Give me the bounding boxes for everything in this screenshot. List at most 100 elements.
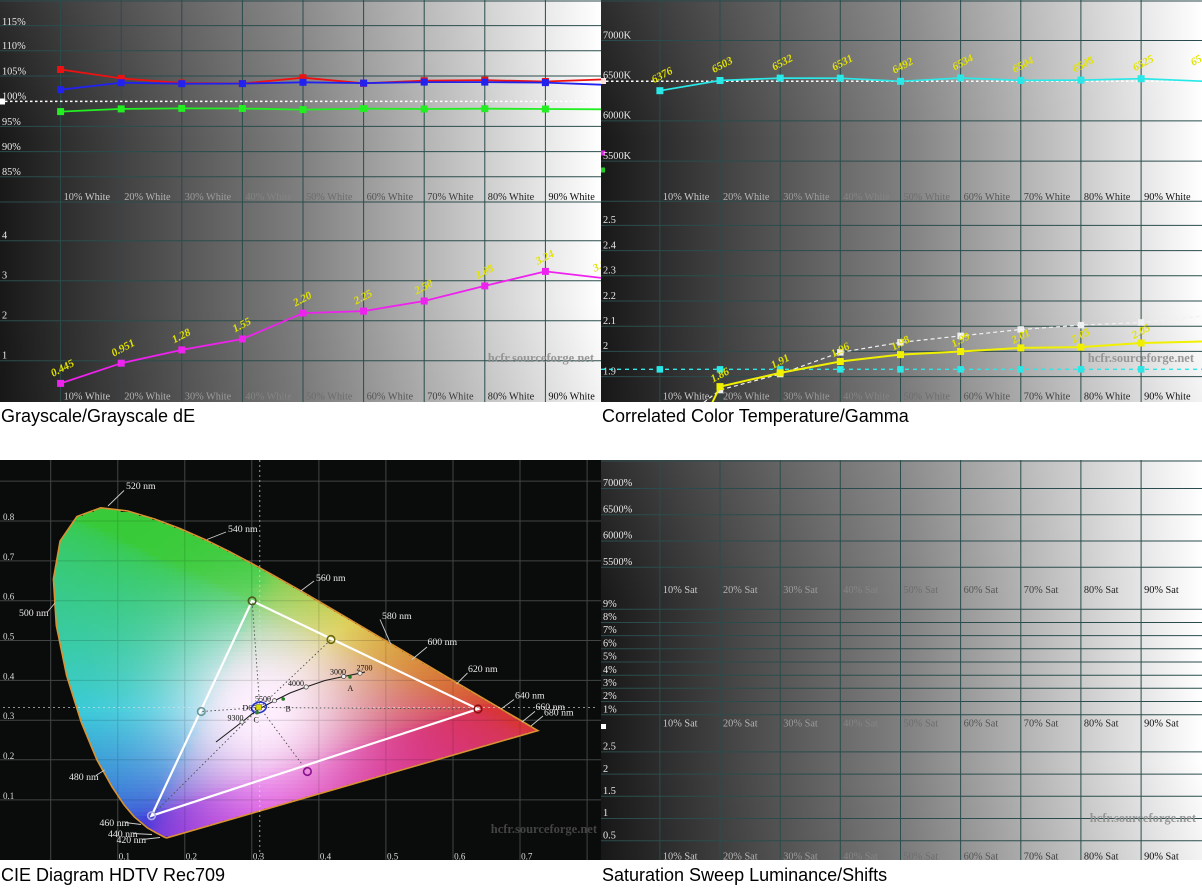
svg-text:10% Sat: 10% Sat [663, 719, 698, 730]
svg-text:3.0: 3.0 [590, 257, 601, 275]
svg-text:640 nm: 640 nm [515, 691, 545, 702]
svg-text:40% Sat: 40% Sat [843, 852, 878, 861]
svg-text:3: 3 [2, 271, 7, 282]
svg-text:4%: 4% [603, 665, 617, 676]
svg-text:1: 1 [2, 351, 7, 362]
svg-text:0.5: 0.5 [3, 632, 15, 642]
svg-text:0.5: 0.5 [603, 830, 616, 841]
svg-text:70% White: 70% White [427, 392, 474, 402]
svg-text:3000: 3000 [330, 668, 346, 677]
svg-text:50% White: 50% White [904, 192, 951, 203]
svg-text:9300: 9300 [228, 714, 244, 723]
svg-text:420 nm: 420 nm [117, 835, 147, 846]
svg-text:0.3: 0.3 [253, 852, 265, 861]
svg-text:440 nm: 440 nm [108, 829, 138, 840]
svg-text:40% White: 40% White [245, 192, 292, 203]
svg-text:2.1: 2.1 [603, 316, 616, 327]
svg-text:6000K: 6000K [603, 111, 632, 122]
svg-text:8%: 8% [603, 612, 617, 623]
svg-text:20% Sat: 20% Sat [723, 852, 758, 861]
svg-text:80% Sat: 80% Sat [1084, 719, 1119, 730]
svg-text:B: B [286, 705, 291, 714]
svg-text:0.2: 0.2 [3, 751, 14, 761]
svg-text:80% Sat: 80% Sat [1084, 852, 1119, 861]
svg-text:95%: 95% [2, 117, 21, 128]
svg-text:30% White: 30% White [185, 392, 232, 402]
svg-text:10% Sat: 10% Sat [663, 852, 698, 861]
svg-text:40% White: 40% White [843, 192, 890, 203]
svg-text:5500%: 5500% [603, 557, 633, 568]
svg-text:5500K: 5500K [603, 151, 632, 162]
svg-text:6500%: 6500% [603, 504, 633, 515]
svg-text:0.1: 0.1 [119, 852, 130, 861]
svg-text:80% White: 80% White [1084, 192, 1131, 203]
svg-text:50% Sat: 50% Sat [904, 719, 939, 730]
svg-text:85%: 85% [2, 167, 21, 178]
svg-text:D65: D65 [243, 704, 257, 713]
svg-text:2: 2 [603, 764, 608, 775]
svg-text:520 nm: 520 nm [126, 481, 156, 492]
svg-text:580 nm: 580 nm [382, 611, 412, 622]
svg-text:90% Sat: 90% Sat [1144, 719, 1179, 730]
svg-text:90% White: 90% White [548, 192, 595, 203]
svg-text:100%: 100% [2, 92, 26, 103]
svg-text:40% White: 40% White [245, 392, 292, 402]
svg-text:30% Sat: 30% Sat [783, 719, 818, 730]
svg-text:70% Sat: 70% Sat [1024, 852, 1059, 861]
svg-text:0.1: 0.1 [3, 791, 14, 801]
svg-text:70% Sat: 70% Sat [1024, 719, 1059, 730]
svg-text:0.7: 0.7 [521, 852, 533, 861]
svg-text:1%: 1% [603, 704, 617, 715]
svg-text:2%: 2% [603, 691, 617, 702]
svg-text:60% White: 60% White [367, 192, 414, 203]
svg-text:40% White: 40% White [843, 392, 890, 402]
svg-text:hcfr.sourceforge.net: hcfr.sourceforge.net [488, 351, 595, 365]
svg-text:hcfr.sourceforge.net: hcfr.sourceforge.net [1088, 351, 1195, 365]
svg-text:50% Sat: 50% Sat [904, 852, 939, 861]
svg-text:105%: 105% [2, 66, 26, 77]
svg-text:20% White: 20% White [124, 392, 171, 402]
svg-text:2.5: 2.5 [603, 215, 616, 226]
svg-text:20% Sat: 20% Sat [723, 719, 758, 730]
svg-text:80% White: 80% White [488, 192, 535, 203]
svg-text:70% Sat: 70% Sat [1024, 585, 1059, 596]
svg-text:10% White: 10% White [64, 192, 111, 203]
svg-text:90%: 90% [2, 142, 21, 153]
svg-text:560 nm: 560 nm [316, 573, 346, 584]
svg-text:20% White: 20% White [124, 192, 171, 203]
svg-text:0.7: 0.7 [3, 552, 15, 562]
svg-text:90% Sat: 90% Sat [1144, 852, 1179, 861]
svg-text:680 nm: 680 nm [544, 708, 574, 719]
svg-text:10% White: 10% White [64, 392, 111, 402]
svg-text:10% White: 10% White [663, 192, 710, 203]
svg-text:7%: 7% [603, 625, 617, 636]
svg-text:0.3: 0.3 [3, 711, 15, 721]
svg-text:5%: 5% [603, 652, 617, 663]
svg-text:50% White: 50% White [306, 392, 353, 402]
svg-text:6%: 6% [603, 638, 617, 649]
svg-text:30% Sat: 30% Sat [783, 585, 818, 596]
svg-text:hcfr.sourceforge.net: hcfr.sourceforge.net [1090, 811, 1197, 825]
svg-text:110%: 110% [2, 41, 26, 52]
svg-text:80% White: 80% White [1084, 392, 1131, 402]
svg-text:4000: 4000 [288, 679, 304, 688]
svg-text:2.5: 2.5 [603, 742, 616, 753]
svg-text:660 nm: 660 nm [536, 702, 566, 713]
svg-text:80% Sat: 80% Sat [1084, 585, 1119, 596]
svg-text:1.5: 1.5 [603, 786, 616, 797]
svg-text:90% Sat: 90% Sat [1144, 585, 1179, 596]
svg-text:60% Sat: 60% Sat [964, 585, 999, 596]
svg-text:0.8: 0.8 [3, 512, 15, 522]
svg-text:20% White: 20% White [723, 392, 770, 402]
svg-text:20% White: 20% White [723, 192, 770, 203]
svg-text:0.4: 0.4 [320, 852, 332, 861]
svg-text:10% Sat: 10% Sat [663, 585, 698, 596]
svg-text:60% Sat: 60% Sat [964, 719, 999, 730]
svg-text:500 nm: 500 nm [19, 608, 49, 619]
svg-text:0.6: 0.6 [3, 592, 15, 602]
svg-text:30% White: 30% White [783, 192, 830, 203]
svg-text:40% Sat: 40% Sat [843, 719, 878, 730]
svg-text:70% White: 70% White [1024, 392, 1071, 402]
svg-text:9%: 9% [603, 599, 617, 610]
svg-text:3%: 3% [603, 678, 617, 689]
